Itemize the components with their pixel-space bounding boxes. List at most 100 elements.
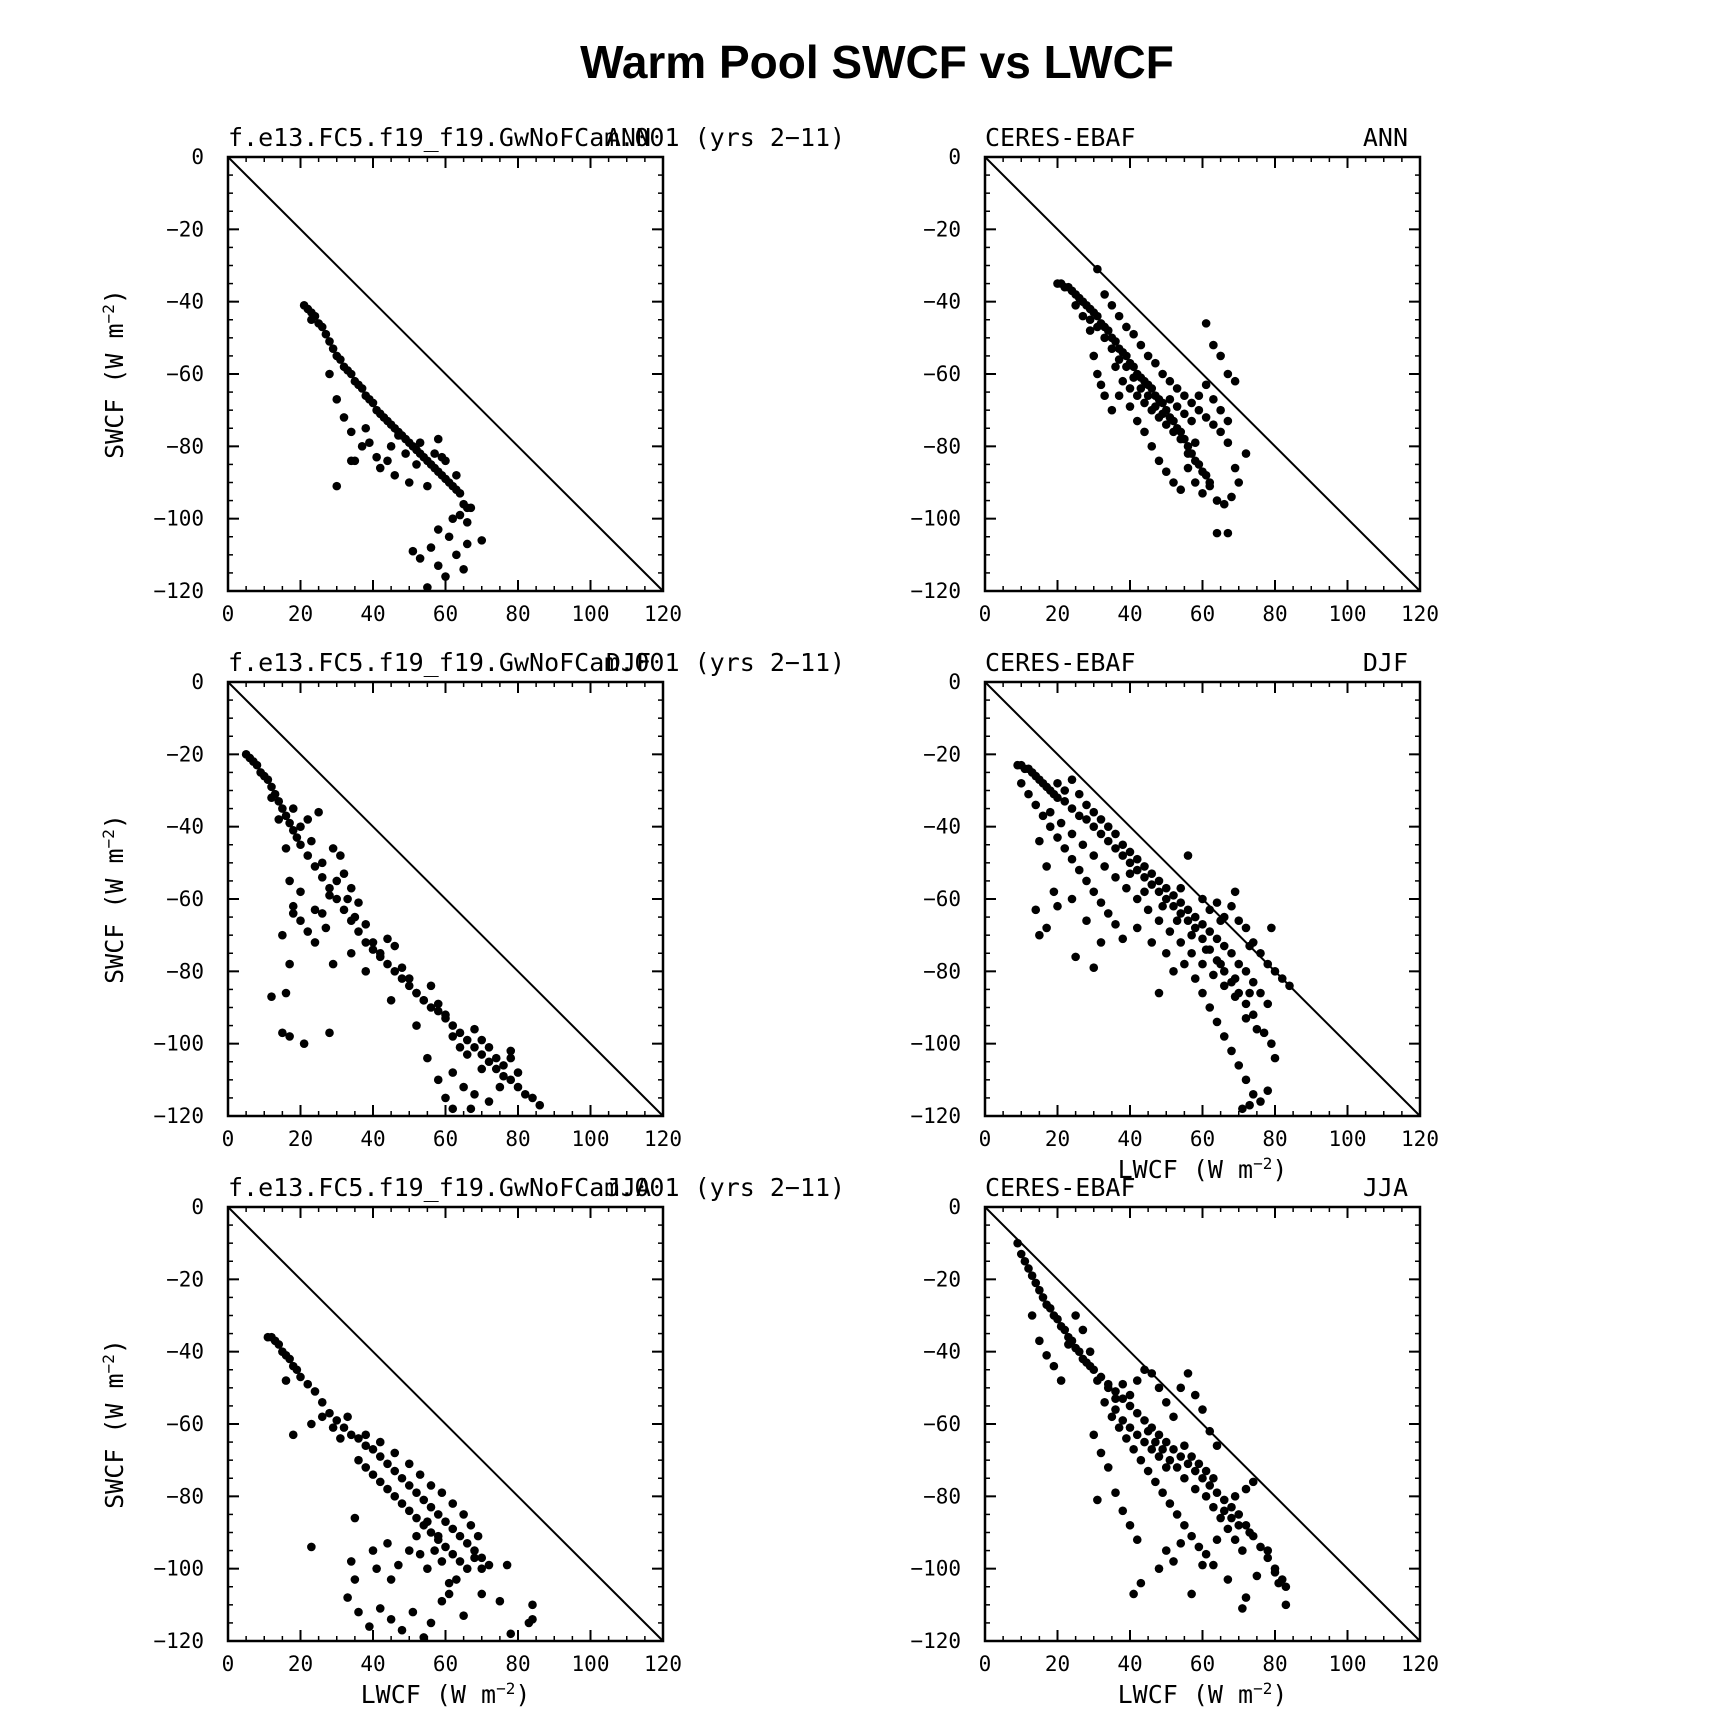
data-point [346,1430,356,1440]
data-point [1187,1589,1196,1599]
data-point [1132,865,1142,875]
data-point [1201,413,1211,422]
data-point [1158,1488,1167,1498]
data-point [1223,1524,1233,1534]
data-point [397,1473,407,1483]
y-tick-label: 0 [948,1195,961,1219]
data-point [1035,1336,1044,1346]
data-point [317,858,327,868]
data-point [354,1607,363,1617]
data-point [1093,369,1102,379]
data-point [328,959,338,969]
data-point [368,1546,378,1555]
data-point [325,883,334,893]
data-point [1071,1311,1080,1320]
y-tick-label: −120 [910,1629,961,1653]
data-point [1161,1437,1171,1447]
data-point [1172,916,1182,925]
data-point [1187,930,1196,940]
data-point [1219,967,1229,976]
data-point [1140,887,1149,897]
data-point [296,916,305,925]
y-tick-label: −40 [923,815,961,839]
data-point [1136,384,1146,393]
data-point [1103,1463,1113,1472]
data-point [1198,894,1207,904]
data-point [365,1622,374,1631]
data-point [346,427,356,437]
data-point [1194,460,1204,469]
data-point [1161,420,1171,429]
data-point [1093,1495,1102,1505]
data-point [477,1064,487,1074]
x-tick-label: 0 [979,1127,992,1151]
y-tick-label: −120 [910,579,961,603]
data-point [1122,322,1131,332]
data-point [1187,1531,1196,1541]
panel-left-label: f.e13.FC5.f19_f19.GwNoFCam.001 (yrs 2−11… [228,1173,845,1202]
data-point [1154,916,1164,925]
data-point [1122,1434,1131,1443]
data-point [1100,862,1109,871]
data-point [1140,862,1149,871]
y-tick-label: −80 [166,434,204,458]
data-point [1129,373,1138,382]
data-point [1245,1100,1254,1110]
data-point [1125,869,1135,878]
data-point [433,434,443,444]
data-point [1190,923,1200,933]
data-point [1194,1459,1204,1469]
data-point [346,948,356,958]
data-point [1118,1394,1128,1403]
data-point [1241,1484,1251,1494]
one-to-one-line [984,1206,1421,1642]
data-point [1212,1017,1222,1027]
data-point [1234,1510,1244,1519]
data-point [1143,1466,1153,1476]
data-point [1140,398,1149,408]
data-point [325,337,334,346]
data-point [1125,847,1135,857]
data-point [1245,988,1254,998]
data-point [1053,793,1062,803]
panel-left-label: f.e13.FC5.f19_f19.GwNoFCam.001 (yrs 2−11… [228,123,845,152]
data-point [1078,311,1088,321]
data-point [397,1625,407,1635]
data-point [535,1100,545,1110]
data-point [386,1615,396,1624]
data-point [1230,887,1240,897]
one-to-one-line [984,156,1421,592]
data-point [1136,1455,1146,1465]
y-tick-label: −20 [166,217,204,241]
data-point [1067,804,1077,813]
data-point [1176,1383,1186,1393]
panel-right-label: ANN [606,123,651,152]
data-point [285,959,294,969]
data-point [1045,822,1055,831]
data-point [1132,391,1142,401]
data-point [1248,1090,1258,1099]
data-point [1158,369,1167,379]
data-point [1194,405,1204,415]
x-tick-label: 120 [1401,1127,1439,1151]
panel-model-jja: f.e13.FC5.f19_f19.GwNoFCam.001 (yrs 2−11… [99,1173,846,1709]
data-point [1169,891,1178,900]
data-point [1256,1542,1265,1552]
x-tick-label: 60 [1190,1127,1215,1151]
x-tick-label: 60 [433,1127,458,1151]
data-point [1180,1473,1189,1483]
data-point [1190,478,1200,487]
y-tick-label: −60 [923,1412,961,1436]
data-point [1219,941,1229,951]
y-tick-label: −80 [923,959,961,983]
data-point [1201,1466,1211,1476]
data-point [1270,1567,1280,1577]
data-point [1100,1398,1109,1407]
data-point [426,1618,436,1628]
data-point [1118,1506,1128,1516]
one-to-one-line [227,1206,664,1642]
y-tick-label: −80 [166,1484,204,1508]
data-point [1136,340,1146,350]
data-point [506,1629,516,1639]
data-point [350,1513,360,1523]
